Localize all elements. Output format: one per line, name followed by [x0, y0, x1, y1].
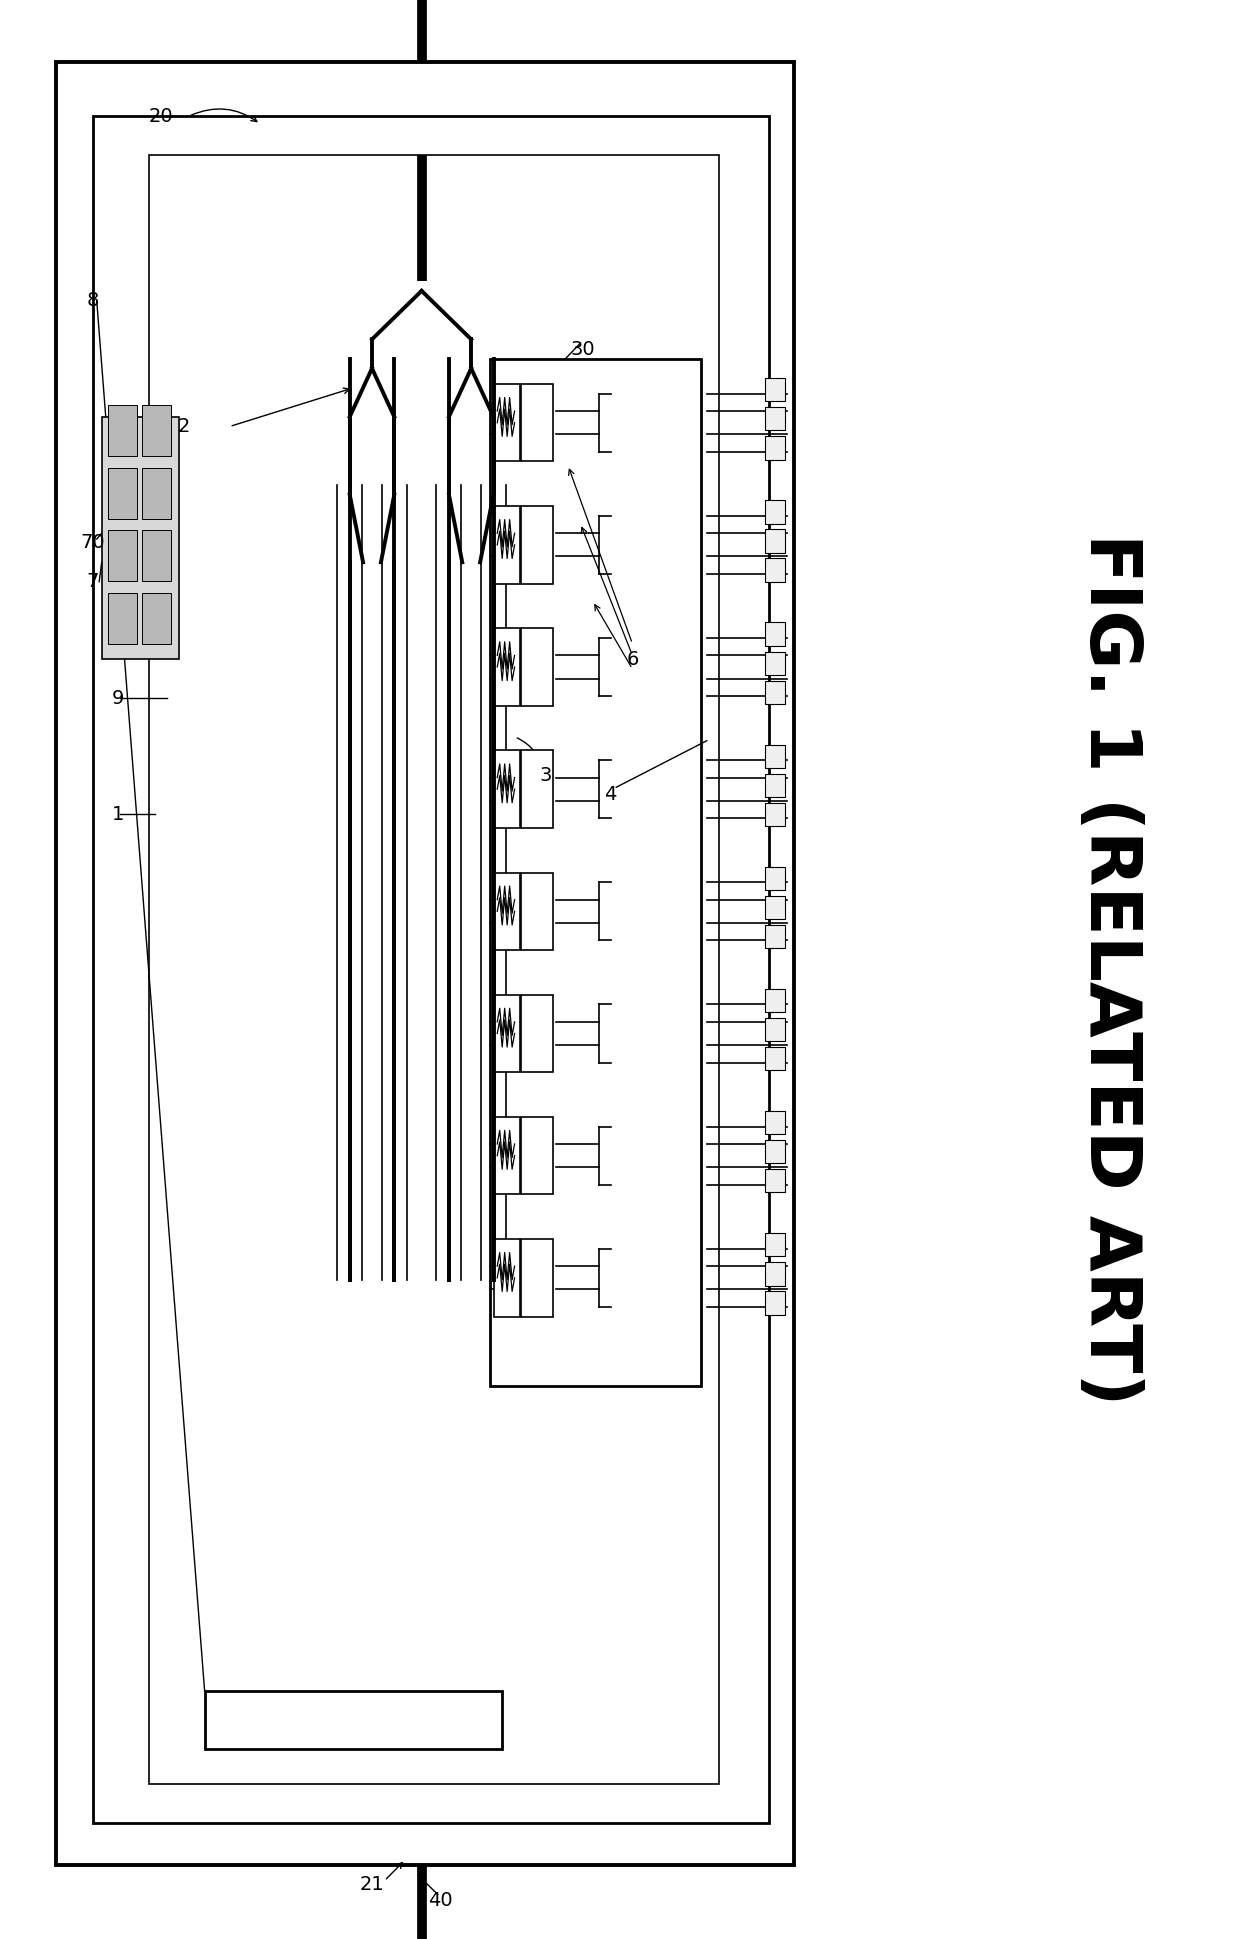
Bar: [522, 750, 553, 828]
Bar: [490, 359, 701, 1386]
Text: 20: 20: [149, 107, 174, 126]
Text: 9: 9: [112, 688, 124, 708]
Bar: [765, 1047, 785, 1070]
Bar: [765, 1140, 785, 1163]
Bar: [143, 593, 171, 644]
Text: 70: 70: [81, 533, 105, 553]
Bar: [765, 1018, 785, 1041]
Text: 4: 4: [604, 785, 616, 805]
Text: 21: 21: [360, 1875, 384, 1894]
Bar: [765, 500, 785, 524]
Bar: [143, 529, 171, 582]
Bar: [765, 529, 785, 553]
Bar: [765, 803, 785, 826]
Bar: [494, 995, 521, 1072]
Bar: [522, 1239, 553, 1317]
Text: 7: 7: [87, 572, 99, 591]
Bar: [765, 558, 785, 582]
Bar: [56, 62, 794, 1865]
Bar: [765, 1291, 785, 1315]
Bar: [765, 774, 785, 797]
Bar: [108, 529, 138, 582]
Bar: [765, 989, 785, 1012]
Bar: [765, 622, 785, 646]
Bar: [494, 750, 521, 828]
Bar: [494, 506, 521, 584]
Bar: [765, 867, 785, 890]
Bar: [765, 407, 785, 430]
Bar: [522, 384, 553, 461]
Text: 8: 8: [87, 291, 99, 310]
Bar: [102, 417, 179, 659]
Bar: [765, 378, 785, 401]
Text: 3: 3: [539, 766, 552, 785]
Bar: [765, 1233, 785, 1256]
Bar: [108, 593, 138, 644]
Bar: [522, 628, 553, 706]
Bar: [494, 1117, 521, 1194]
Bar: [494, 628, 521, 706]
Bar: [765, 436, 785, 460]
Text: 40: 40: [428, 1891, 453, 1910]
Bar: [522, 506, 553, 584]
Text: 6: 6: [626, 650, 639, 669]
Bar: [93, 116, 769, 1823]
Bar: [765, 652, 785, 675]
Bar: [765, 1169, 785, 1192]
Bar: [765, 925, 785, 948]
Text: FIG. 1 (RELATED ART): FIG. 1 (RELATED ART): [1075, 533, 1145, 1406]
Bar: [522, 873, 553, 950]
Bar: [149, 155, 719, 1784]
Bar: [494, 873, 521, 950]
Bar: [205, 1691, 502, 1749]
Bar: [108, 405, 138, 456]
Bar: [765, 896, 785, 919]
Bar: [143, 467, 171, 518]
Text: 2: 2: [177, 417, 190, 436]
Text: 1: 1: [112, 805, 124, 824]
Bar: [143, 405, 171, 456]
Text: 30: 30: [570, 339, 595, 359]
Bar: [494, 384, 521, 461]
Bar: [108, 467, 138, 518]
Bar: [765, 681, 785, 704]
Bar: [494, 1239, 521, 1317]
Bar: [522, 995, 553, 1072]
Bar: [522, 1117, 553, 1194]
Bar: [765, 1111, 785, 1134]
Bar: [765, 745, 785, 768]
Bar: [765, 1262, 785, 1286]
